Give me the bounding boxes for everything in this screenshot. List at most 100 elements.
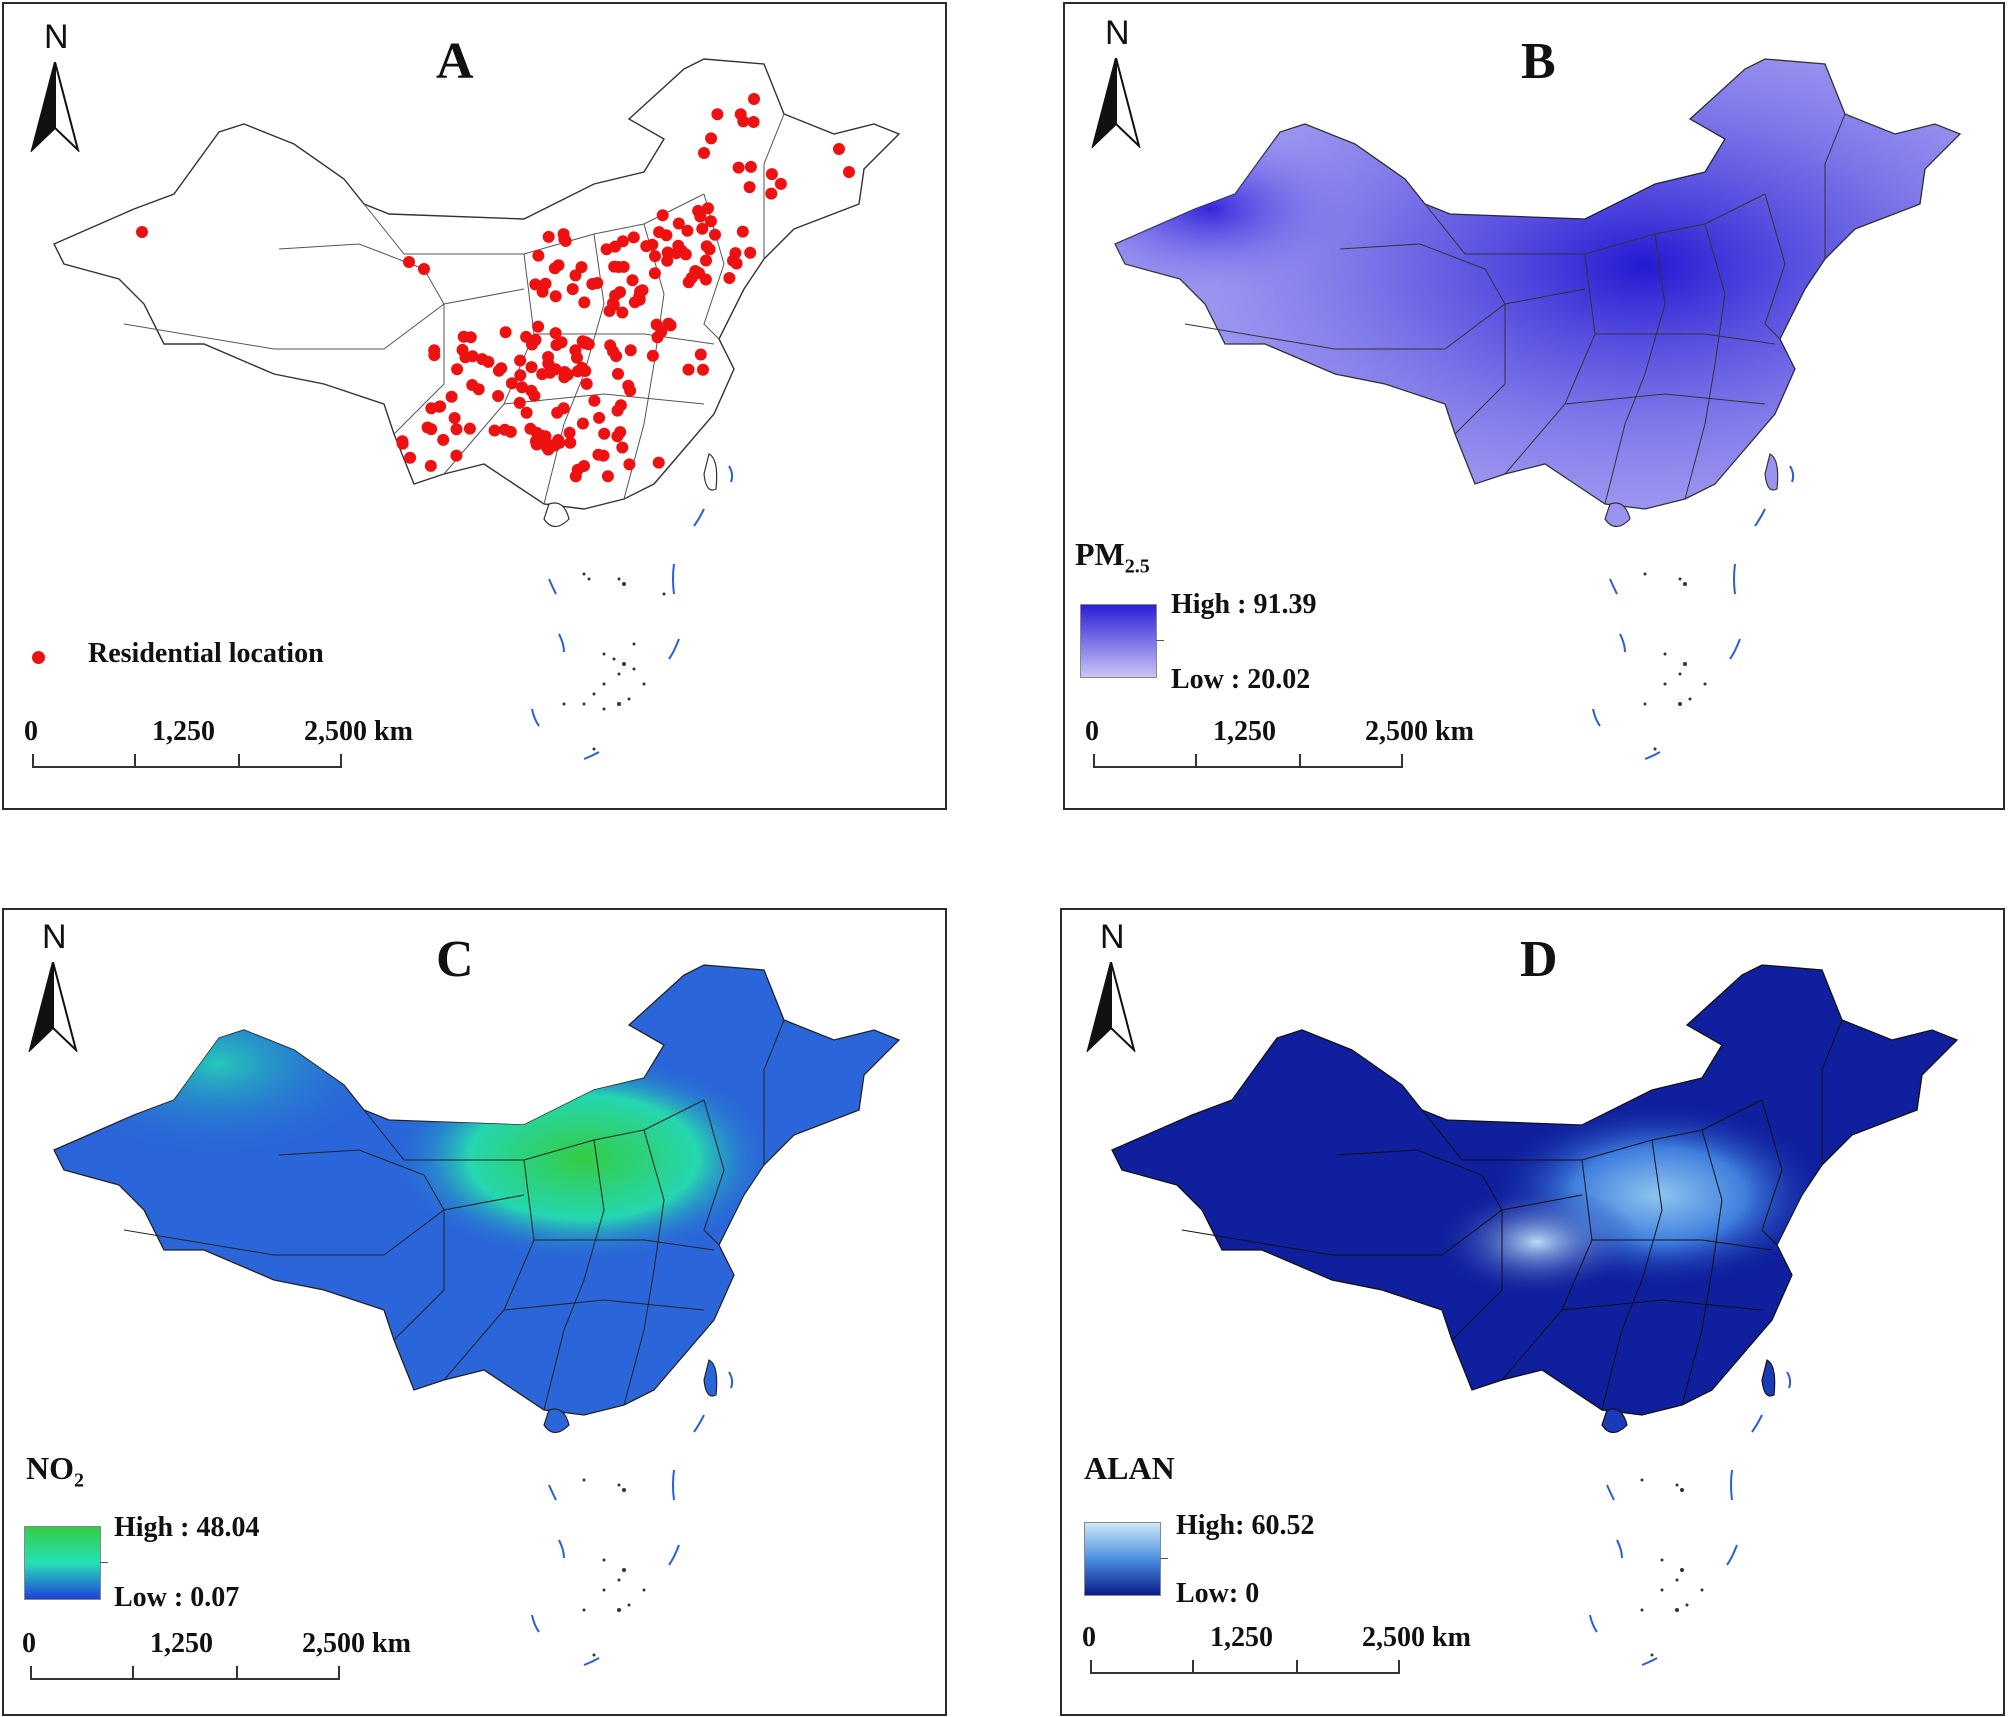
residential-location-dot — [744, 160, 757, 173]
alan-surface-map — [1111, 964, 1959, 1666]
panel-label-a: A — [436, 33, 474, 90]
residential-location-dot — [450, 449, 463, 462]
residential-location-dot — [451, 363, 464, 376]
residential-location-dot — [601, 470, 614, 483]
legend-title-pm25: PM2.5 — [1075, 536, 1150, 578]
north-arrow-c: N — [20, 918, 90, 1052]
residential-location-dot — [833, 143, 845, 155]
residential-location-dot — [843, 166, 855, 178]
residential-location-dot — [539, 277, 552, 290]
residential-location-dot — [732, 161, 745, 174]
scale-zero: 0 — [24, 716, 38, 747]
residential-location-dot — [736, 225, 749, 238]
residential-location-dot — [576, 417, 589, 430]
residential-location-dot — [696, 222, 709, 235]
residential-location-dot — [549, 290, 562, 303]
legend-title-main: NO — [26, 1450, 74, 1486]
residential-location-dot — [592, 448, 605, 461]
residential-location-dot — [557, 402, 570, 415]
residential-location-dot — [702, 202, 714, 215]
legend-high-pm25: High : 91.39 — [1171, 589, 1317, 620]
north-label: N — [1100, 918, 1125, 956]
residential-location-dot — [421, 421, 434, 434]
panel-label-d: D — [1520, 931, 1558, 988]
residential-location-dot — [524, 422, 537, 435]
residential-location-dot — [504, 425, 517, 438]
south-china-sea-islands — [562, 572, 666, 751]
panel-label-c: C — [436, 931, 474, 988]
residential-location-dot — [450, 423, 463, 436]
north-label: N — [1105, 14, 1130, 52]
residential-location-dot — [558, 371, 571, 384]
no2-surface-map — [53, 964, 901, 1666]
residential-location-dot — [765, 187, 778, 200]
residential-location-dot — [653, 226, 666, 239]
residential-location-dot — [682, 363, 695, 376]
residential-location-dot — [681, 224, 694, 237]
scale-end: 2,500 km — [302, 1628, 411, 1659]
residential-location-dot — [698, 147, 710, 159]
residential-location-dot — [723, 272, 736, 284]
residential-location-dot — [661, 254, 674, 267]
north-arrow-icon — [1086, 962, 1136, 1052]
residential-location-points — [136, 93, 855, 483]
north-arrow-icon — [30, 62, 80, 152]
residential-location-dot — [448, 412, 461, 424]
residential-location-dot — [586, 278, 599, 290]
residential-location-dot — [528, 389, 541, 402]
residential-location-dot — [532, 249, 545, 262]
residential-location-dot — [705, 132, 718, 145]
legend-low-pm25: Low : 20.02 — [1171, 664, 1311, 695]
residential-location-dot — [729, 247, 742, 260]
residential-location-dot — [403, 256, 415, 268]
scale-mid: 1,250 — [152, 716, 215, 747]
residential-location-dot — [627, 231, 640, 244]
residential-location-dot — [525, 361, 538, 374]
residential-location-dot — [445, 390, 458, 403]
residential-location-dot — [610, 350, 623, 363]
residential-location-dot — [600, 243, 613, 256]
legend-ramp-pm25 — [1080, 604, 1157, 678]
residential-location-dot — [616, 235, 629, 248]
scale-bar-b: 0 1,250 2,500 km — [1085, 716, 1474, 786]
residential-location-dot — [734, 108, 747, 121]
legend-title-main: ALAN — [1084, 1450, 1175, 1486]
scale-mid: 1,250 — [150, 1628, 213, 1659]
residential-location-dot — [649, 250, 661, 263]
residential-location-dot — [404, 451, 417, 464]
residential-location-dot — [563, 426, 576, 439]
residential-location-dot — [700, 254, 712, 267]
residential-location-dot — [569, 269, 582, 282]
residential-location-dot — [622, 379, 635, 392]
residential-location-dot — [578, 296, 591, 309]
legend-title-main: PM — [1075, 536, 1125, 572]
residential-location-dot — [655, 325, 668, 338]
north-label: N — [44, 18, 69, 56]
residential-location-dot — [492, 364, 505, 377]
residential-location-dot — [711, 108, 724, 121]
residential-location-dot — [552, 259, 565, 272]
residential-location-dot — [704, 215, 717, 228]
residential-location-dot — [428, 349, 441, 362]
scale-mid: 1,250 — [1210, 1622, 1273, 1653]
china-outline-map — [53, 58, 901, 760]
residential-legend-label: Residential location — [88, 638, 324, 669]
residential-location-dot — [542, 230, 555, 243]
residential-location-dot — [564, 436, 577, 449]
residential-location-dot — [611, 404, 624, 417]
residential-location-dot — [588, 394, 601, 407]
residential-location-dot — [549, 327, 562, 340]
residential-location-dot — [550, 339, 563, 351]
residential-location-dot — [464, 331, 477, 344]
residential-location-dot — [656, 209, 669, 222]
legend-title-sub: 2.5 — [1124, 555, 1150, 578]
residential-location-dot — [580, 377, 593, 390]
residential-location-dot — [623, 458, 636, 471]
residential-location-dot — [557, 228, 570, 241]
residential-location-dot — [743, 181, 756, 194]
residential-location-dot — [513, 396, 526, 409]
residential-location-dot — [529, 278, 542, 291]
residential-location-dot — [505, 377, 518, 390]
residential-location-dot — [611, 430, 624, 443]
scale-zero: 0 — [1085, 716, 1099, 747]
